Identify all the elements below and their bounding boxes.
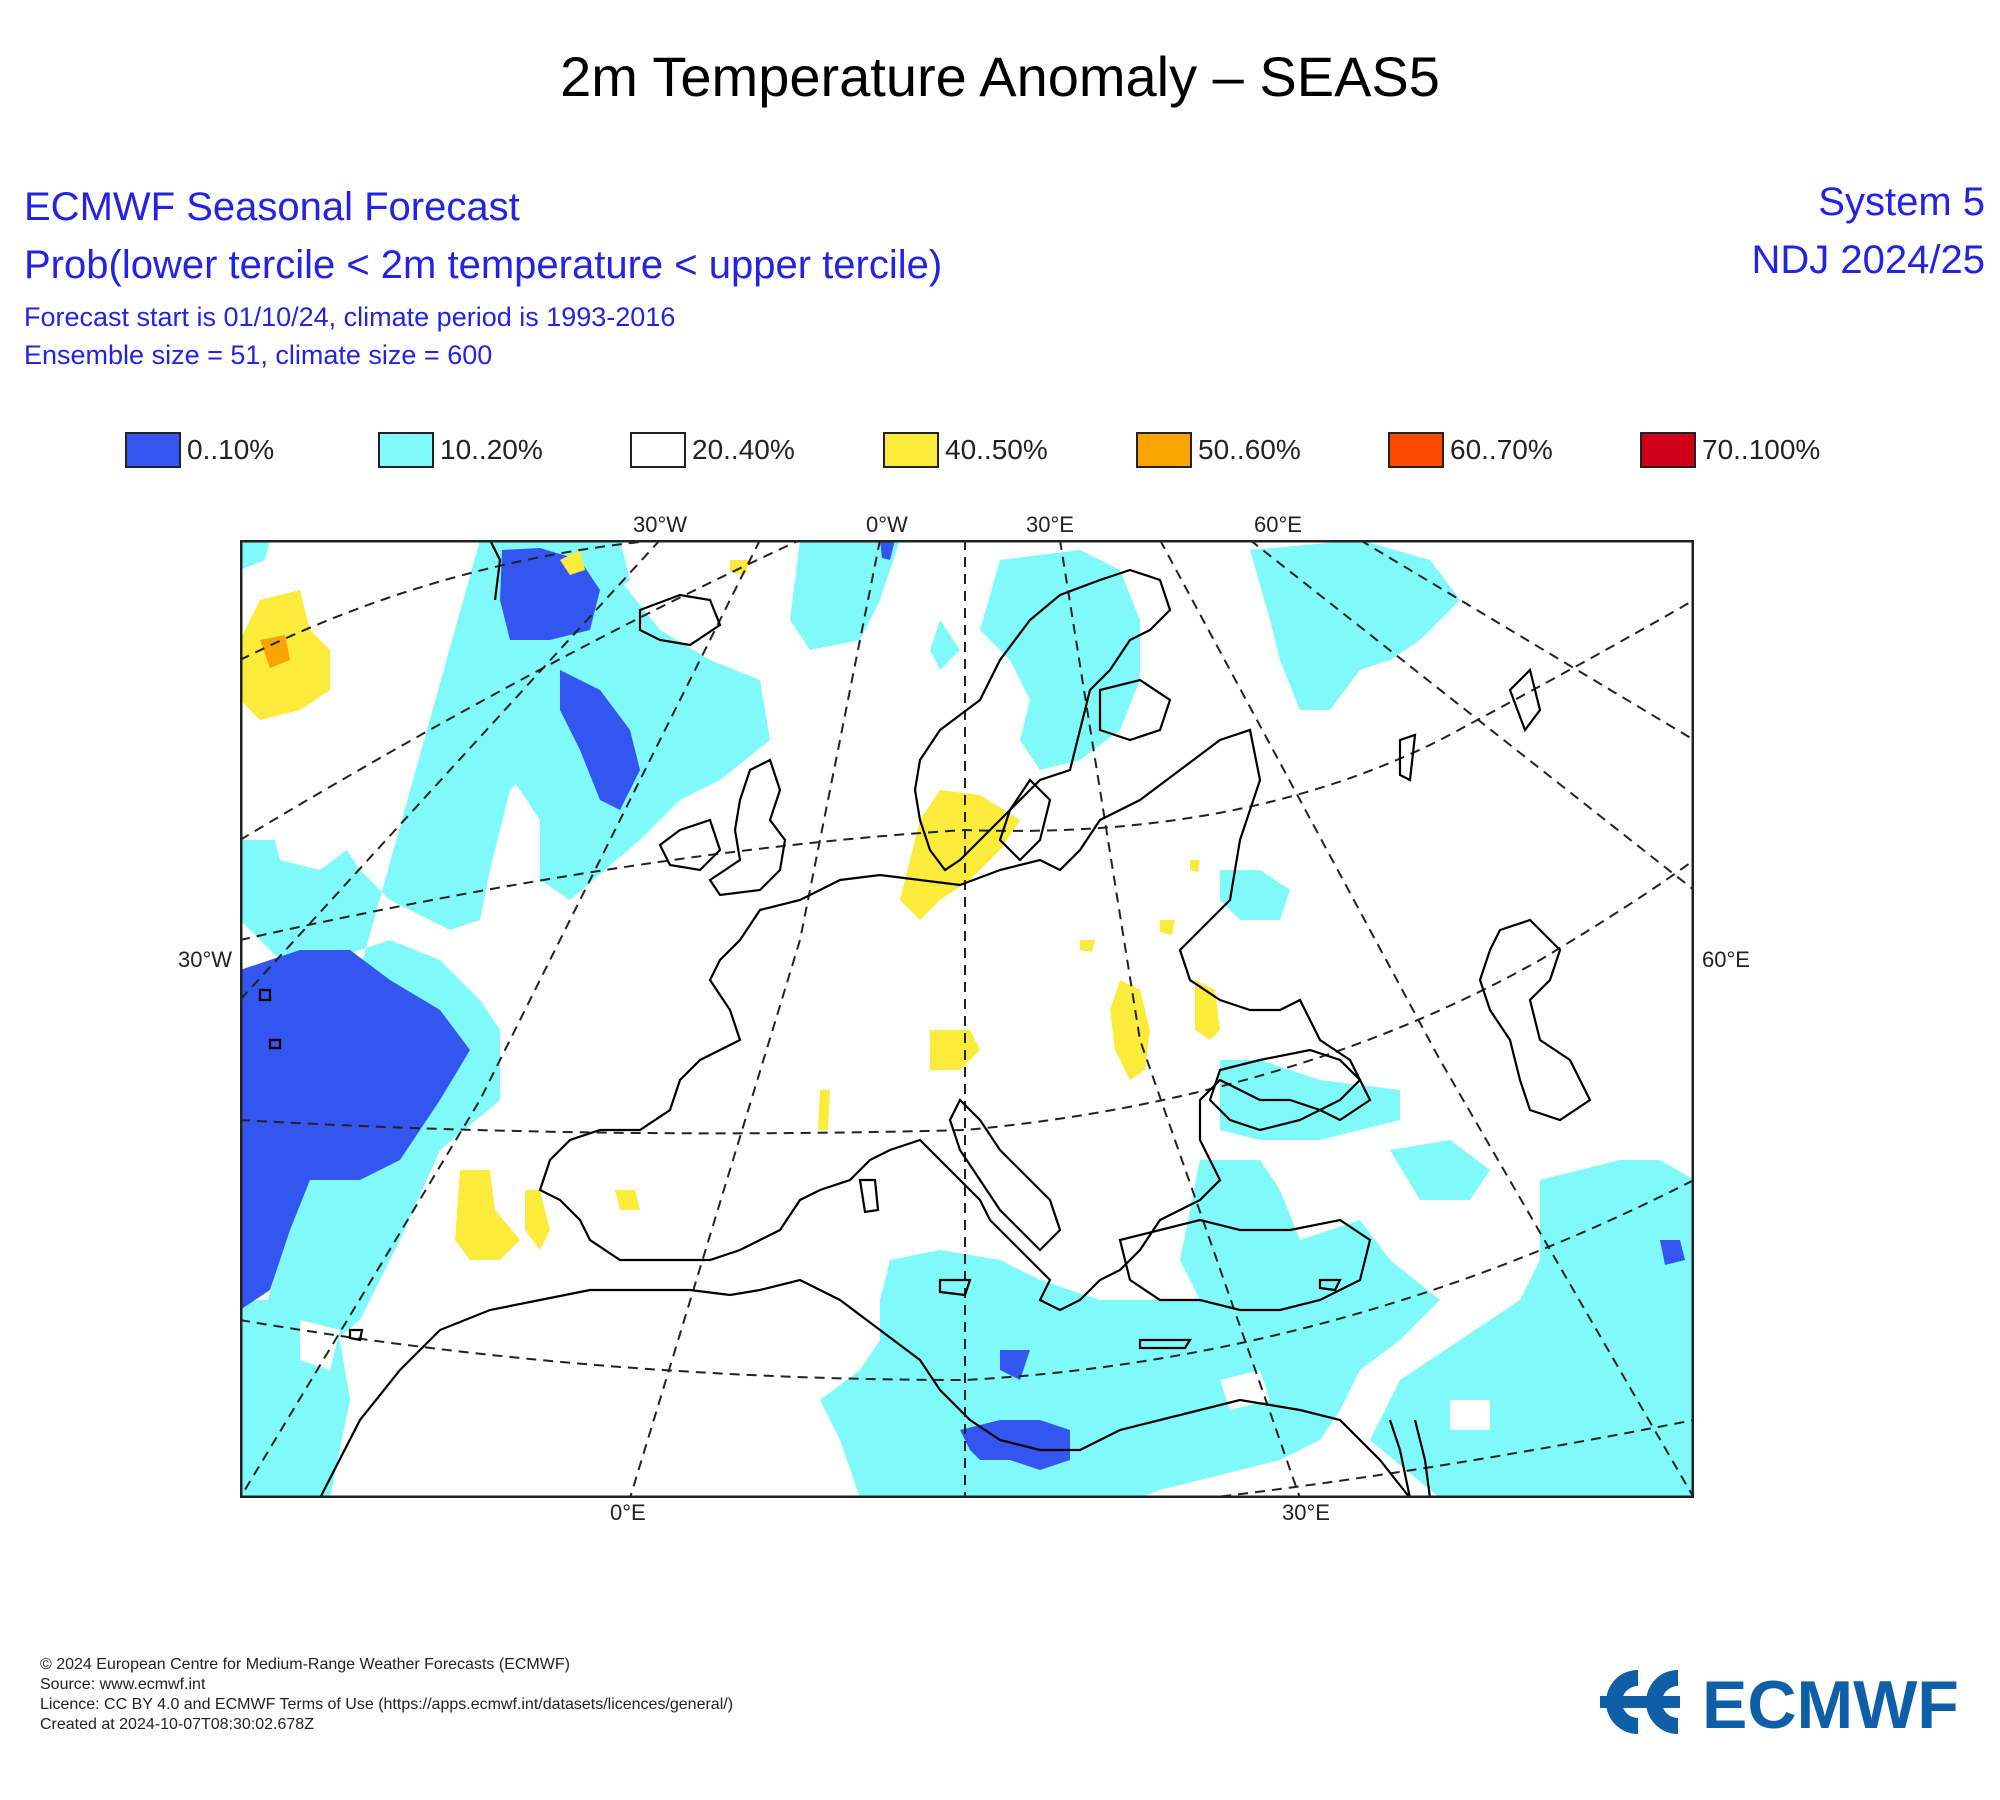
legend-swatch bbox=[1640, 432, 1696, 468]
prob-50-60-region bbox=[260, 635, 290, 668]
forecast-season: NDJ 2024/25 bbox=[1751, 238, 1985, 282]
legend-label: 20..40% bbox=[692, 434, 795, 465]
top-longitude-label: 30°E bbox=[1026, 512, 1074, 537]
forecast-product-title: ECMWF Seasonal Forecast bbox=[24, 185, 520, 229]
ecmwf-logo-text: ECMWF bbox=[1702, 1667, 1959, 1742]
right-latitude-label: 60°E bbox=[1702, 947, 1750, 972]
legend-item: 0..10% bbox=[125, 430, 274, 470]
footer-credits: © 2024 European Centre for Medium-Range … bbox=[40, 1655, 733, 1735]
copyright-text: © 2024 European Centre for Medium-Range … bbox=[40, 1656, 570, 1673]
forecast-variable-description: Prob(lower tercile < 2m temperature < up… bbox=[24, 243, 943, 287]
ecmwf-logo-mark bbox=[1600, 1670, 1680, 1734]
left-latitude-label: 30°W bbox=[178, 947, 233, 972]
ecmwf-logo: ECMWF bbox=[1600, 1667, 1959, 1742]
legend-item: 40..50% bbox=[883, 430, 1048, 470]
legend-label: 70..100% bbox=[1702, 434, 1821, 465]
top-longitude-label: 60°E bbox=[1254, 512, 1302, 537]
page-title: 2m Temperature Anomaly – SEAS5 bbox=[560, 45, 1440, 108]
legend-item: 50..60% bbox=[1136, 430, 1301, 470]
legend-swatch bbox=[630, 432, 686, 468]
prob-40-50-regions bbox=[240, 550, 1220, 1260]
top-longitude-label: 30°W bbox=[633, 512, 688, 537]
ensemble-info: Ensemble size = 51, climate size = 600 bbox=[24, 340, 493, 370]
legend-item: 10..20% bbox=[378, 430, 543, 470]
source-text: Source: www.ecmwf.int bbox=[40, 1676, 206, 1693]
forecast-start-info: Forecast start is 01/10/24, climate peri… bbox=[24, 302, 676, 332]
legend-label: 10..20% bbox=[440, 434, 543, 465]
legend-swatch bbox=[125, 432, 181, 468]
legend-item: 70..100% bbox=[1640, 430, 1820, 470]
legend-item: 60..70% bbox=[1388, 430, 1553, 470]
legend-label: 50..60% bbox=[1198, 434, 1301, 465]
forecast-map bbox=[240, 540, 1694, 1498]
licence-text: Licence: CC BY 4.0 and ECMWF Terms of Us… bbox=[40, 1696, 734, 1713]
created-text: Created at 2024-10-07T08:30:02.678Z bbox=[40, 1716, 314, 1733]
legend-label: 40..50% bbox=[945, 434, 1048, 465]
graticule bbox=[240, 540, 1694, 1498]
coastlines bbox=[258, 540, 1592, 1498]
top-longitude-label: 0°W bbox=[866, 512, 908, 537]
legend-swatch bbox=[1136, 432, 1192, 468]
system-version: System 5 bbox=[1818, 180, 1985, 224]
bottom-longitude-label: 30°E bbox=[1282, 1500, 1330, 1525]
legend-swatch bbox=[1388, 432, 1444, 468]
legend-swatch bbox=[883, 432, 939, 468]
legend-item: 20..40% bbox=[630, 430, 795, 470]
map-frame bbox=[240, 540, 1694, 1498]
legend-label: 60..70% bbox=[1450, 434, 1553, 465]
legend-swatch bbox=[378, 432, 434, 468]
prob-20-40-holes bbox=[270, 810, 1490, 1430]
probability-legend: 0..10% 10..20% 20..40% 40..50% 50..60% 6… bbox=[0, 430, 2000, 480]
bottom-longitude-label: 0°E bbox=[610, 1500, 646, 1525]
legend-label: 0..10% bbox=[187, 434, 275, 465]
